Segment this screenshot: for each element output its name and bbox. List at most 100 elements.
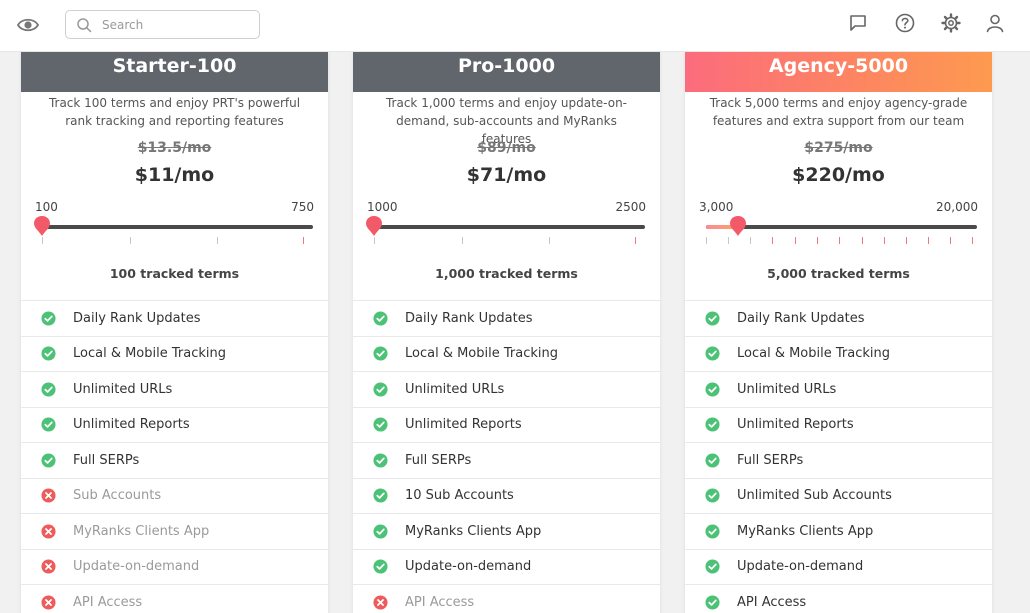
slider-thumb[interactable]: [33, 215, 51, 237]
slider-max-label: 20,000: [936, 200, 978, 214]
feature-item: 10 Sub Accounts: [353, 479, 660, 514]
slider-min-label: 100: [35, 200, 58, 214]
slider-thumb[interactable]: [729, 215, 747, 237]
slider-min-label: 1000: [367, 200, 398, 214]
plan-title: Agency-5000: [685, 52, 992, 92]
feature-label: Unlimited URLs: [737, 381, 837, 397]
feature-item: Daily Rank Updates: [353, 301, 660, 337]
slider-tick: [42, 237, 43, 244]
feature-label: Daily Rank Updates: [73, 310, 201, 326]
check-icon: [705, 453, 720, 468]
old-price: $13.5/mo: [137, 140, 212, 156]
slider-tick: [130, 237, 131, 244]
plan-description: Track 1,000 terms and enjoy update-on-de…: [385, 96, 628, 146]
feature-label: MyRanks Clients App: [405, 523, 542, 539]
check-icon: [373, 524, 388, 539]
feature-label: Daily Rank Updates: [737, 310, 865, 326]
feature-item: Unlimited URLs: [353, 372, 660, 408]
search-box[interactable]: [65, 10, 260, 39]
feature-label: Unlimited URLs: [73, 381, 173, 397]
slider-track[interactable]: [374, 225, 645, 229]
feature-item: Unlimited Reports: [353, 408, 660, 443]
price: $11/mo: [134, 164, 215, 186]
feature-label: Unlimited Reports: [737, 417, 854, 433]
feature-item: Update-on-demand: [685, 550, 992, 585]
check-icon: [705, 488, 720, 503]
gear-icon[interactable]: [940, 12, 962, 34]
feature-item: Unlimited Sub Accounts: [685, 479, 992, 514]
search-input[interactable]: [102, 15, 252, 35]
user-icon[interactable]: [984, 12, 1006, 34]
plan-card-agency: Agency-5000 Track 5,000 terms and enjoy …: [685, 52, 992, 613]
slider-tick: [374, 237, 375, 244]
cross-icon: [41, 559, 56, 574]
slider-tick: [817, 237, 818, 244]
slider-max-label: 2500: [615, 200, 646, 214]
old-price: $275/mo: [804, 140, 873, 156]
plan-title: Starter-100: [21, 52, 328, 92]
feature-label: Full SERPs: [73, 452, 140, 468]
plan-description: Track 5,000 terms and enjoy agency-grade…: [709, 96, 968, 128]
slider-thumb[interactable]: [365, 215, 383, 237]
search-icon: [77, 18, 92, 33]
feature-label: Local & Mobile Tracking: [737, 346, 890, 362]
check-icon: [705, 595, 720, 610]
feature-list: Daily Rank Updates Local & Mobile Trackin…: [685, 300, 992, 613]
slider-tick: [839, 237, 840, 244]
slider-tick: [549, 237, 550, 244]
check-icon: [705, 559, 720, 574]
cross-icon: [41, 595, 56, 610]
feature-list: Daily Rank Updates Local & Mobile Trackin…: [353, 300, 660, 613]
eye-icon[interactable]: [16, 14, 40, 36]
feature-item: MyRanks Clients App: [21, 514, 328, 550]
check-icon: [705, 524, 720, 539]
slider-track[interactable]: [42, 225, 313, 229]
chat-icon[interactable]: [847, 12, 869, 34]
plan-title: Pro-1000: [353, 52, 660, 92]
help-icon[interactable]: [894, 12, 916, 34]
slider-tick: [972, 237, 973, 244]
feature-label: Unlimited Reports: [405, 417, 522, 433]
slider-tick: [884, 237, 885, 244]
feature-label: 10 Sub Accounts: [405, 488, 514, 504]
price: $71/mo: [466, 164, 547, 186]
feature-item: Update-on-demand: [353, 550, 660, 585]
slider-tick: [928, 237, 929, 244]
feature-item: Unlimited Reports: [685, 408, 992, 443]
feature-label: Local & Mobile Tracking: [405, 346, 558, 362]
slider-tick: [950, 237, 951, 244]
terms-slider[interactable]: 1000 2500: [353, 196, 660, 264]
feature-label: Unlimited Sub Accounts: [737, 488, 892, 504]
slider-tick: [906, 237, 907, 244]
feature-item: Full SERPs: [685, 443, 992, 479]
feature-label: Update-on-demand: [405, 559, 532, 575]
slider-tick: [772, 237, 773, 244]
feature-item: Sub Accounts: [21, 479, 328, 514]
check-icon: [41, 311, 56, 326]
check-icon: [373, 311, 388, 326]
terms-slider[interactable]: 3,000 20,000: [685, 196, 992, 264]
tracked-terms: 100 tracked terms: [109, 266, 240, 281]
feature-label: Full SERPs: [405, 452, 472, 468]
feature-label: Unlimited Reports: [73, 417, 190, 433]
feature-item: Unlimited Reports: [21, 408, 328, 443]
terms-slider[interactable]: 100 750: [21, 196, 328, 264]
feature-label: Full SERPs: [737, 452, 804, 468]
feature-item: Local & Mobile Tracking: [21, 337, 328, 372]
slider-tick: [635, 237, 636, 244]
feature-label: Daily Rank Updates: [405, 310, 533, 326]
feature-list: Daily Rank Updates Local & Mobile Trackin…: [21, 300, 328, 613]
slider-fill: [706, 225, 738, 229]
feature-label: API Access: [737, 594, 807, 610]
plan-description: Track 100 terms and enjoy PRT's powerful…: [48, 96, 301, 128]
top-bar: [0, 0, 1030, 52]
feature-item: Full SERPs: [21, 443, 328, 479]
check-icon: [41, 382, 56, 397]
check-icon: [705, 382, 720, 397]
slider-track[interactable]: [706, 225, 977, 229]
check-icon: [373, 559, 388, 574]
feature-item: Local & Mobile Tracking: [353, 337, 660, 372]
slider-tick: [303, 237, 304, 244]
tracked-terms: 5,000 tracked terms: [767, 266, 910, 281]
slider-tick: [217, 237, 218, 244]
